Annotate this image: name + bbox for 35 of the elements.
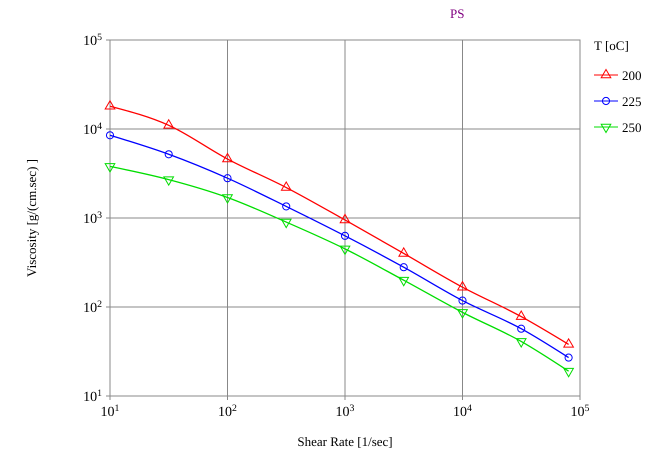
x-tick-label: 10$^{4}$ bbox=[453, 402, 472, 420]
point bbox=[164, 150, 173, 158]
point bbox=[163, 119, 174, 129]
point bbox=[280, 181, 292, 191]
legend-label: 225 bbox=[622, 94, 642, 109]
y-tick-label: 10$^{2}$ bbox=[83, 298, 102, 316]
x-tick-label: 10$^{1}$ bbox=[100, 402, 120, 420]
x-tick-label: 10$^{3}$ bbox=[336, 402, 355, 420]
y-tick-label: 10$^{5}$ bbox=[83, 32, 102, 49]
chart-title: PS bbox=[450, 6, 464, 21]
point bbox=[340, 232, 350, 240]
point bbox=[398, 276, 410, 286]
y-tick-label: 10$^{3}$ bbox=[83, 210, 102, 227]
point bbox=[104, 100, 116, 110]
point bbox=[458, 296, 467, 305]
legend-title: T [oC] bbox=[594, 38, 629, 53]
point bbox=[222, 152, 233, 162]
point bbox=[400, 263, 408, 272]
y-tick-label: 10$^{4}$ bbox=[83, 120, 102, 138]
y-tick-label: 10$^{1}$ bbox=[83, 388, 102, 405]
point bbox=[106, 131, 114, 140]
x-tick-label: 10$^{5}$ bbox=[570, 402, 590, 420]
point bbox=[340, 214, 350, 224]
legend-label: 200 bbox=[622, 68, 642, 83]
y-axis-title: Viscosity [g/(cm.sec) ] bbox=[24, 159, 39, 277]
point bbox=[517, 324, 526, 333]
point bbox=[340, 246, 350, 255]
legend-label: 250 bbox=[622, 120, 642, 135]
point bbox=[282, 202, 290, 210]
point bbox=[516, 338, 527, 348]
x-tick-label: 10$^{2}$ bbox=[218, 402, 238, 420]
point bbox=[457, 309, 468, 318]
point bbox=[223, 174, 232, 182]
x-axis-title: Shear Rate [1/sec] bbox=[297, 434, 393, 449]
point bbox=[280, 218, 292, 228]
